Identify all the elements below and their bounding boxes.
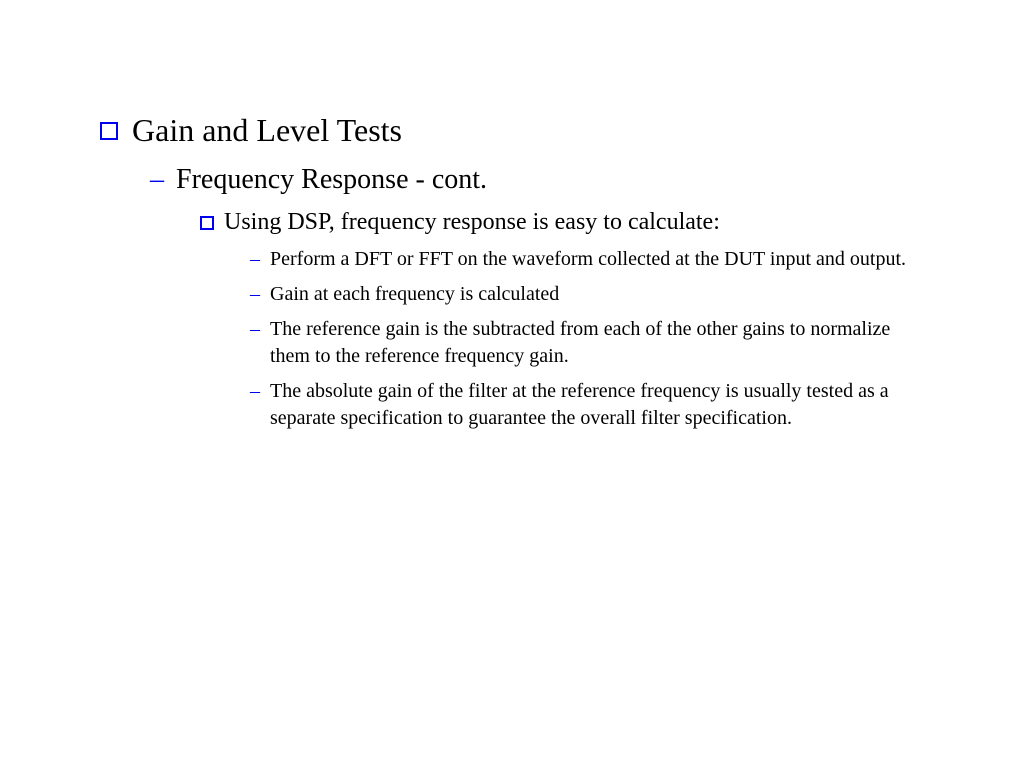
bullet-level-4: – The reference gain is the subtracted f…	[250, 316, 934, 370]
bullet-level-4: – Gain at each frequency is calculated	[250, 281, 934, 308]
dash-bullet-icon: –	[250, 281, 260, 308]
level-4-text: The reference gain is the subtracted fro…	[270, 316, 934, 370]
square-bullet-icon	[100, 122, 118, 140]
slide-content: Gain and Level Tests – Frequency Respons…	[0, 0, 1024, 432]
dash-bullet-icon: –	[250, 316, 260, 343]
level-2-text: Frequency Response - cont.	[176, 162, 487, 197]
dash-bullet-icon: –	[250, 246, 260, 273]
square-bullet-icon	[200, 216, 214, 230]
level-1-text: Gain and Level Tests	[132, 110, 402, 150]
level-3-text: Using DSP, frequency response is easy to…	[224, 207, 720, 238]
dash-bullet-icon: –	[150, 162, 164, 197]
level-4-text: The absolute gain of the filter at the r…	[270, 378, 934, 432]
dash-bullet-icon: –	[250, 378, 260, 405]
bullet-level-4: – The absolute gain of the filter at the…	[250, 378, 934, 432]
level-4-text: Gain at each frequency is calculated	[270, 281, 559, 308]
bullet-level-2: – Frequency Response - cont.	[150, 162, 934, 197]
bullet-level-3: Using DSP, frequency response is easy to…	[200, 207, 934, 238]
bullet-level-4: – Perform a DFT or FFT on the waveform c…	[250, 246, 934, 273]
level-4-text: Perform a DFT or FFT on the waveform col…	[270, 246, 906, 273]
bullet-level-1: Gain and Level Tests	[100, 110, 934, 150]
